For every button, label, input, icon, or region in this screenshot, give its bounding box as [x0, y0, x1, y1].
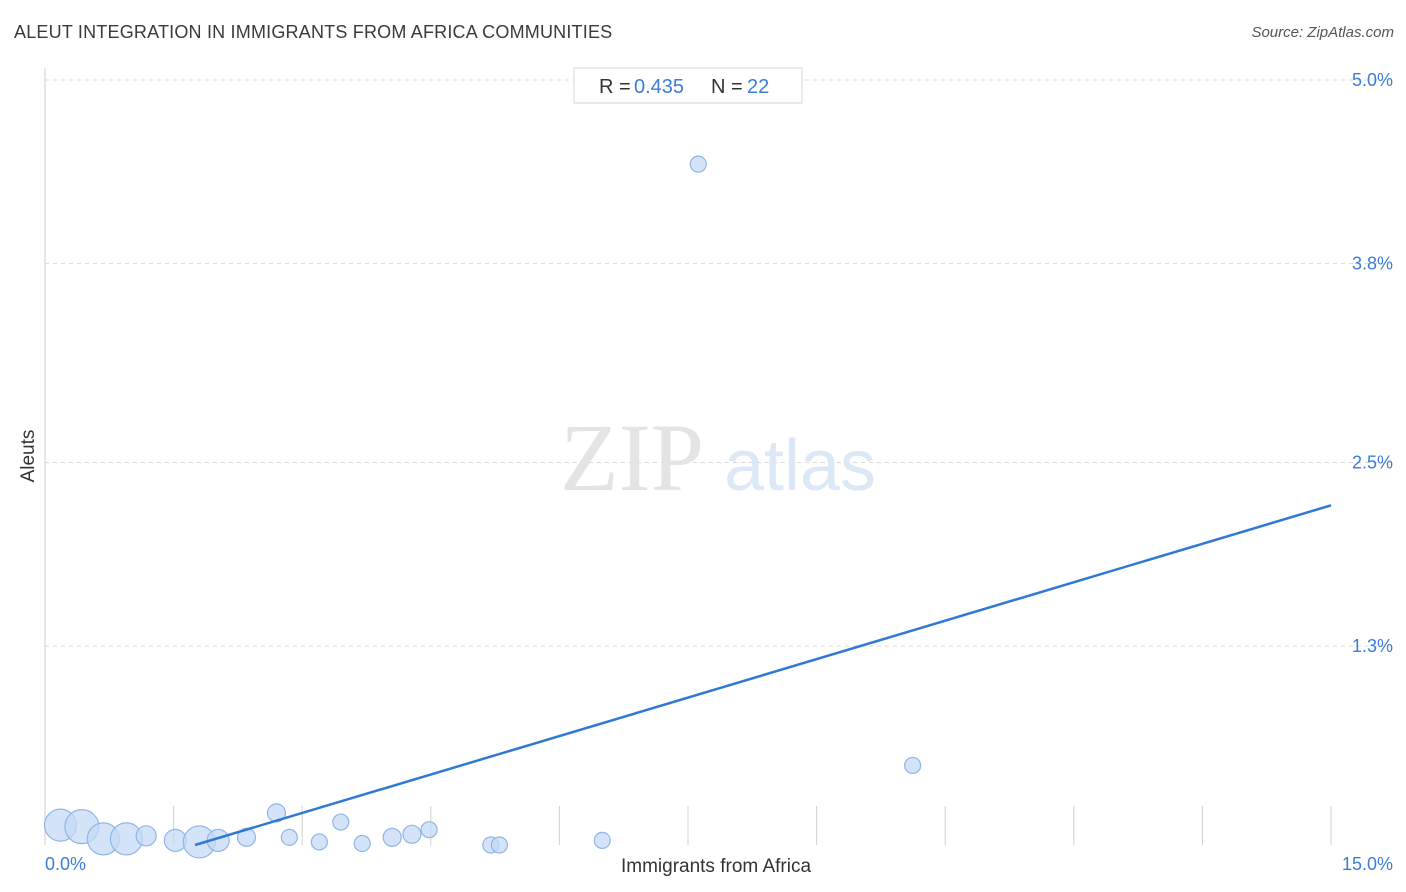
data-point-11: [310, 833, 328, 851]
watermark-atlas: atlas: [724, 426, 876, 506]
data-point-15: [402, 824, 422, 844]
data-point-18: [490, 836, 508, 854]
data-point-21: [904, 756, 922, 775]
data-point-12: [332, 813, 350, 831]
stats-box: R = 0.435 N = 22: [573, 67, 803, 104]
data-point-10: [280, 828, 298, 846]
chart-title: ALEUT INTEGRATION IN IMMIGRANTS FROM AFR…: [14, 22, 613, 42]
watermark: ZIP atlas: [560, 404, 876, 511]
x-tick-labels: 0.0% 15.0%: [45, 854, 1393, 874]
data-point-4: [135, 825, 157, 847]
x-axis-label: Immigrants from Africa: [621, 856, 811, 877]
y-tick-label-3: 5.0%: [1352, 70, 1393, 90]
x-axis-ticks: [173, 806, 1332, 845]
n-value: 22: [747, 76, 769, 98]
data-point-14: [382, 827, 402, 847]
y-axis-label: Aleuts: [18, 430, 39, 483]
y-tick-label-0: 1.3%: [1352, 636, 1393, 656]
data-point-16: [420, 821, 438, 839]
stats-box-frame: [573, 67, 803, 104]
data-point-20: [689, 155, 707, 173]
watermark-zip: ZIP: [560, 404, 704, 511]
data-point-19: [593, 831, 611, 850]
n-label: N =: [711, 76, 743, 98]
source-credit: Source: ZipAtlas.com: [1251, 24, 1394, 41]
data-points: [43, 155, 922, 859]
trendline: [194, 504, 1332, 847]
x-tick-label-1: 15.0%: [1342, 854, 1393, 874]
y-tick-label-2: 3.8%: [1352, 254, 1393, 274]
r-value: 0.435: [634, 76, 684, 98]
y-tick-labels: 1.3% 2.5% 3.8% 5.0%: [1352, 70, 1393, 656]
x-tick-label-0: 0.0%: [45, 854, 86, 874]
r-label: R =: [599, 76, 631, 98]
gridlines: [45, 79, 1392, 647]
data-point-13: [353, 834, 371, 853]
y-tick-label-1: 2.5%: [1352, 453, 1393, 473]
